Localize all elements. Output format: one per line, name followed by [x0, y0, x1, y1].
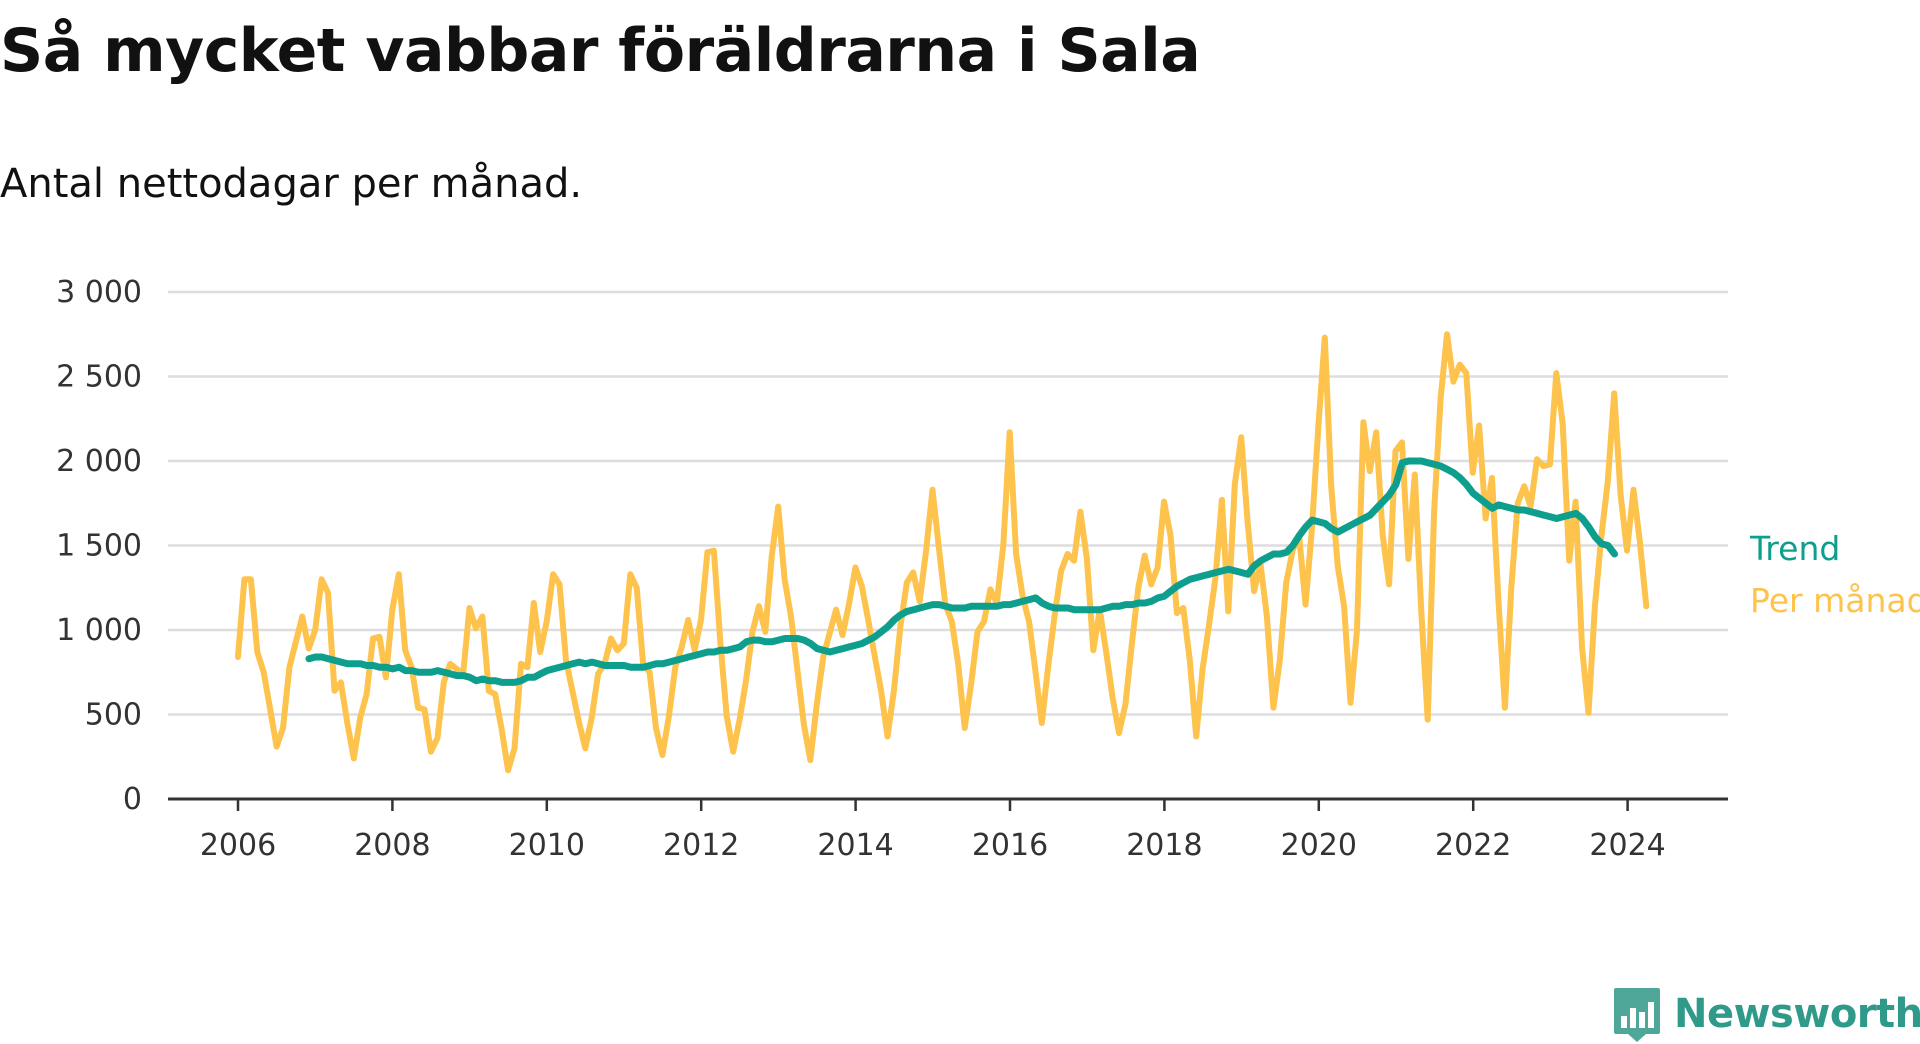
y-tick-label: 1 000 [56, 613, 142, 648]
legend: Per månad Trend [1749, 529, 1920, 620]
x-axis-ticks: 2006 2008 2010 2012 2014 2016 2018 2020 2022 2024 [200, 799, 1666, 863]
x-tick-label: 2012 [663, 828, 739, 863]
y-tick-label: 500 [85, 698, 142, 733]
monthly-series-line [235, 331, 1650, 774]
y-tick-label: 1 500 [56, 529, 142, 564]
y-tick-label: 3 000 [56, 275, 142, 310]
newsworthy-logo: Newsworthy [1612, 984, 1920, 1044]
x-tick-label: 2014 [817, 828, 893, 863]
legend-monthly: Per månad [1750, 581, 1920, 620]
x-tick-label: 2024 [1589, 828, 1665, 863]
chart-title: Så mycket vabbar föräldrarna i Sala [0, 16, 1201, 86]
x-tick-label: 2022 [1435, 828, 1511, 863]
x-tick-label: 2010 [509, 828, 585, 863]
x-tick-label: 2020 [1281, 828, 1357, 863]
brand-name: Newsworthy [1674, 991, 1920, 1037]
x-tick-label: 2018 [1126, 828, 1202, 863]
x-tick-label: 2008 [354, 828, 430, 863]
y-tick-label: 2 000 [56, 444, 142, 479]
legend-trend: Trend [1749, 529, 1840, 568]
trend-series-line [305, 457, 1618, 686]
series-lines [235, 331, 1650, 774]
y-tick-label: 2 500 [56, 360, 142, 395]
x-tick-label: 2006 [200, 828, 276, 863]
y-tick-label: 0 [123, 782, 142, 817]
x-tick-label: 2016 [972, 828, 1048, 863]
bar-chart-speech-bubble-icon [1614, 988, 1660, 1042]
y-axis-ticks: 0 500 1 000 1 500 2 000 2 500 3 000 [56, 275, 142, 817]
chart-subtitle: Antal nettodagar per månad. [0, 161, 583, 207]
